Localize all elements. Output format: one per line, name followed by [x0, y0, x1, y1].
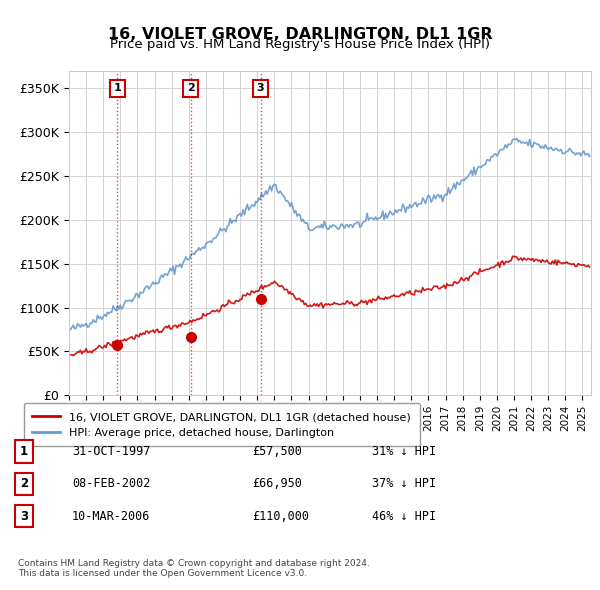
Text: 16, VIOLET GROVE, DARLINGTON, DL1 1GR: 16, VIOLET GROVE, DARLINGTON, DL1 1GR	[107, 27, 493, 41]
Legend: 16, VIOLET GROVE, DARLINGTON, DL1 1GR (detached house), HPI: Average price, deta: 16, VIOLET GROVE, DARLINGTON, DL1 1GR (d…	[23, 403, 420, 447]
Text: 31-OCT-1997: 31-OCT-1997	[72, 445, 151, 458]
Text: Contains HM Land Registry data © Crown copyright and database right 2024.
This d: Contains HM Land Registry data © Crown c…	[18, 559, 370, 578]
Text: 3: 3	[257, 83, 265, 93]
Text: Price paid vs. HM Land Registry's House Price Index (HPI): Price paid vs. HM Land Registry's House …	[110, 38, 490, 51]
Text: 1: 1	[20, 445, 28, 458]
Text: 1: 1	[113, 83, 121, 93]
Text: 46% ↓ HPI: 46% ↓ HPI	[372, 510, 436, 523]
Text: £66,950: £66,950	[252, 477, 302, 490]
Text: 37% ↓ HPI: 37% ↓ HPI	[372, 477, 436, 490]
Text: 3: 3	[20, 510, 28, 523]
Text: 08-FEB-2002: 08-FEB-2002	[72, 477, 151, 490]
Text: 2: 2	[20, 477, 28, 490]
Text: 2: 2	[187, 83, 194, 93]
Text: £110,000: £110,000	[252, 510, 309, 523]
Text: 10-MAR-2006: 10-MAR-2006	[72, 510, 151, 523]
Text: £57,500: £57,500	[252, 445, 302, 458]
Text: 31% ↓ HPI: 31% ↓ HPI	[372, 445, 436, 458]
